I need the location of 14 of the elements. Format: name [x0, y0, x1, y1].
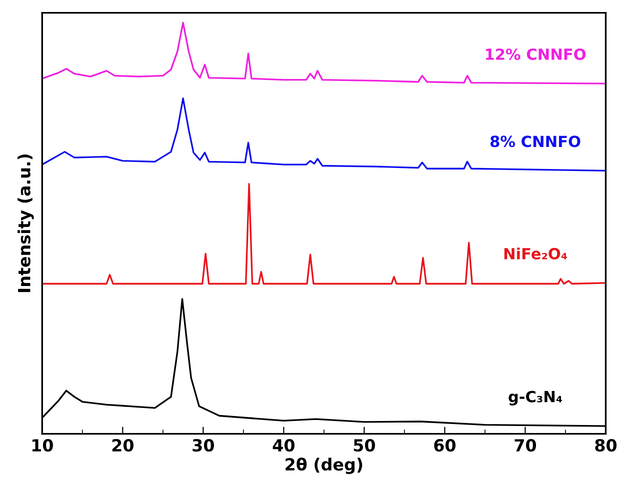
y-axis-title: Intensity (a.u.): [18, 154, 34, 292]
series-label: g-C₃N₄: [508, 390, 562, 406]
x-tick-label: 70: [514, 438, 536, 452]
x-axis-title: 2θ (deg): [286, 458, 362, 474]
series-label: 12% CNNFO: [486, 48, 586, 60]
x-tick-label: 50: [354, 438, 376, 452]
x-tick-label: 40: [272, 438, 294, 452]
x-tick-label: 10: [32, 438, 53, 452]
x-tick-label: 30: [192, 438, 214, 452]
x-tick-label: 20: [112, 438, 134, 452]
x-tick-label: 80: [595, 438, 617, 452]
series-label: 8% CNNFO: [490, 136, 580, 148]
x-tick-label: 60: [434, 438, 456, 452]
series-label: NiFe₂O₄: [504, 248, 567, 260]
